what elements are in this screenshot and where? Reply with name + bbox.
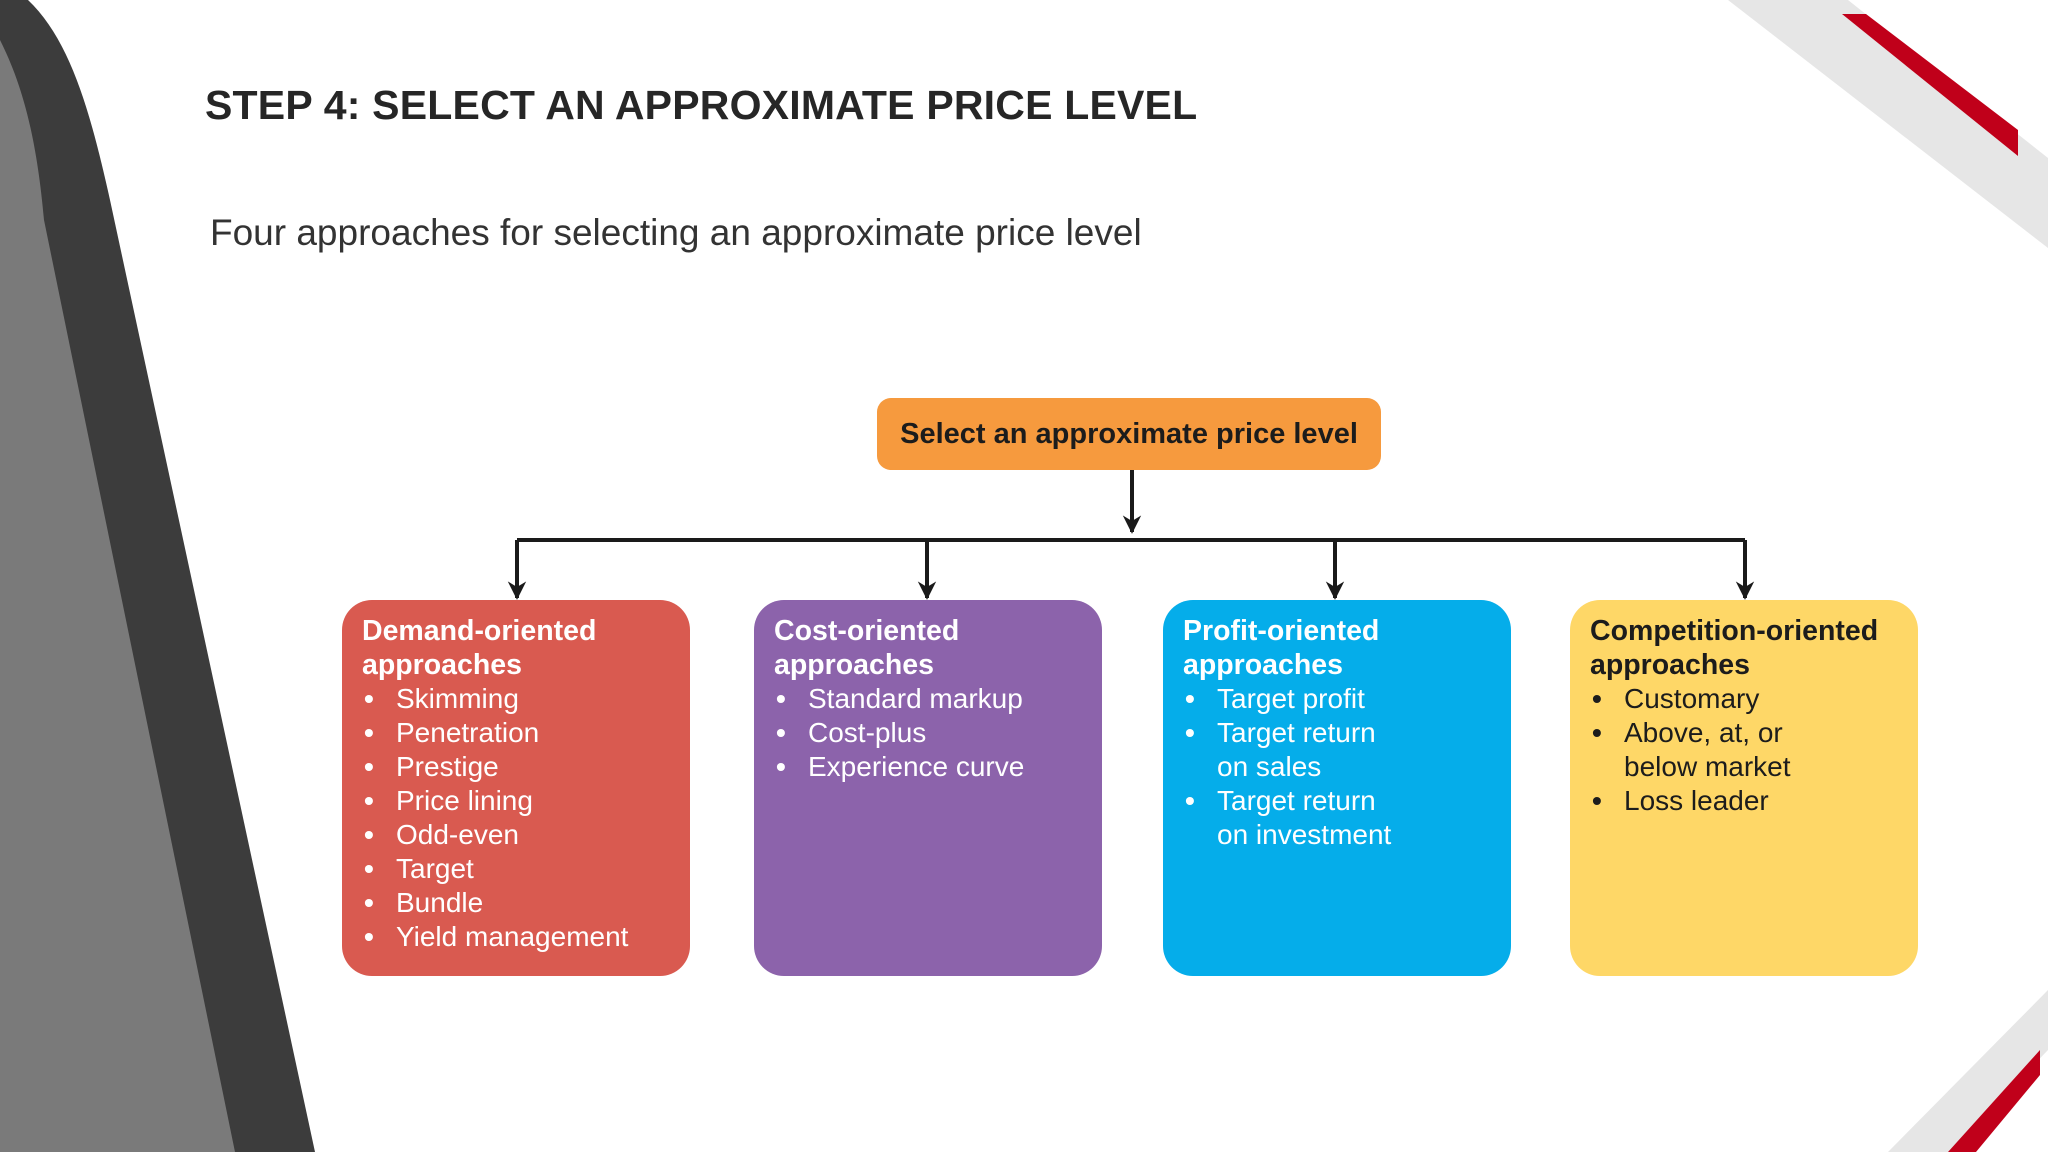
list-item: Cost-plus <box>774 716 1084 750</box>
list-item: Experience curve <box>774 750 1084 784</box>
cost-oriented-heading: Cost-oriented approaches <box>774 615 960 681</box>
cost-oriented-box: Cost-oriented approaches Standard markup… <box>754 600 1102 976</box>
slide-subtitle: Four approaches for selecting an approxi… <box>210 212 1142 253</box>
demand-oriented-list: Skimming Penetration Prestige Price lini… <box>362 682 672 954</box>
list-item: Skimming <box>362 682 672 716</box>
demand-oriented-box: Demand-oriented approaches Skimming Pene… <box>342 600 690 976</box>
list-item: Target profit <box>1183 682 1493 716</box>
bottom-right-red-stripe <box>1948 1050 2040 1152</box>
top-right-red-stripe <box>1842 14 2018 156</box>
list-item: Above, at, or below market <box>1590 716 1900 784</box>
list-item: Penetration <box>362 716 672 750</box>
left-gray-band <box>0 40 235 1152</box>
slide-title: STEP 4: SELECT AN APPROXIMATE PRICE LEVE… <box>205 82 1198 128</box>
competition-oriented-list: Customary Above, at, or below market Los… <box>1590 682 1900 818</box>
profit-oriented-box: Profit-oriented approaches Target profit… <box>1163 600 1511 976</box>
root-node: Select an approximate price level <box>877 398 1381 470</box>
list-item: Standard markup <box>774 682 1084 716</box>
profit-oriented-list: Target profit Target return on sales Tar… <box>1183 682 1493 852</box>
list-item: Target return on investment <box>1183 784 1493 852</box>
list-item: Target <box>362 852 672 886</box>
cost-oriented-list: Standard markup Cost-plus Experience cur… <box>774 682 1084 784</box>
competition-oriented-heading: Competition-oriented approaches <box>1590 615 1879 681</box>
list-item: Bundle <box>362 886 672 920</box>
demand-oriented-heading: Demand-oriented approaches <box>362 615 597 681</box>
top-right-light-stripe <box>1728 0 2048 248</box>
list-item: Customary <box>1590 682 1900 716</box>
list-item: Prestige <box>362 750 672 784</box>
list-item: Yield management <box>362 920 672 954</box>
list-item: Target return on sales <box>1183 716 1493 784</box>
competition-oriented-box: Competition-oriented approaches Customar… <box>1570 600 1918 976</box>
list-item: Loss leader <box>1590 784 1900 818</box>
bottom-right-light-stripe <box>1888 990 2048 1152</box>
list-item: Price lining <box>362 784 672 818</box>
profit-oriented-heading: Profit-oriented approaches <box>1183 615 1380 681</box>
list-item: Odd-even <box>362 818 672 852</box>
root-node-label: Select an approximate price level <box>900 417 1358 450</box>
